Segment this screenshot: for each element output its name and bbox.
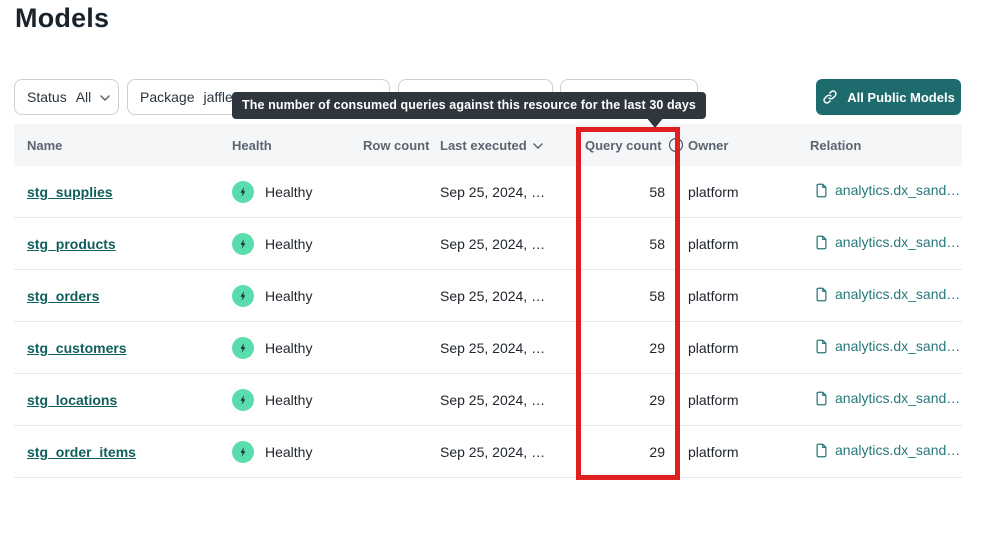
relation-link[interactable]: analytics.dx_sand… [814,286,960,302]
model-link[interactable]: stg_supplies [27,183,113,200]
column-header-row-count: Row count [363,137,430,153]
healthy-bolt-icon [232,232,254,255]
owner-value: platform [688,183,739,200]
column-header-last-executed[interactable]: Last executed [440,138,585,153]
table-row: stg_products Healthy Sep 25, 2024, … 58 … [14,218,962,270]
model-link[interactable]: stg_order_items [27,443,136,460]
status-filter-dropdown[interactable]: Status All [14,79,119,115]
query-count-value: 29 [649,339,665,356]
tooltip-arrow [646,117,664,128]
table-row: stg_customers Healthy Sep 25, 2024, … 29… [14,322,962,374]
table-row: stg_supplies Healthy Sep 25, 2024, … 58 … [14,166,962,218]
model-link[interactable]: stg_locations [27,391,118,408]
file-icon [814,235,829,250]
model-link[interactable]: stg_customers [27,339,127,356]
package-filter-label: Package [140,89,195,105]
health-status-label: Healthy [265,235,313,252]
table-row: stg_locations Healthy Sep 25, 2024, … 29… [14,374,962,426]
health-status-label: Healthy [265,287,313,304]
all-public-models-button[interactable]: All Public Models [816,79,961,115]
last-executed-value: Sep 25, 2024, … [440,287,546,304]
owner-value: platform [688,287,739,304]
file-icon [814,443,829,458]
relation-link[interactable]: analytics.dx_sand… [814,390,960,406]
models-table: Name Health Row count Last executed Quer… [14,124,962,478]
status-filter-label: Status [27,89,67,105]
last-executed-value: Sep 25, 2024, … [440,391,546,408]
last-executed-value: Sep 25, 2024, … [440,339,546,356]
chevron-down-icon [100,95,111,101]
page-title: Models [15,3,110,33]
info-icon[interactable] [668,137,684,153]
health-status-label: Healthy [265,183,313,200]
owner-value: platform [688,339,739,356]
file-icon [814,339,829,354]
file-icon [814,287,829,302]
query-count-value: 58 [649,287,665,304]
model-link[interactable]: stg_orders [27,287,100,304]
file-icon [814,391,829,406]
query-count-value: 29 [649,443,665,460]
query-count-value: 58 [649,183,665,200]
healthy-bolt-icon [232,388,254,411]
column-header-health: Health [232,137,272,153]
relation-link[interactable]: analytics.dx_sand… [814,182,960,198]
relation-link[interactable]: analytics.dx_sand… [814,442,960,458]
last-executed-value: Sep 25, 2024, … [440,183,546,200]
health-status-label: Healthy [265,339,313,356]
column-header-query-count: Query count [585,137,688,153]
healthy-bolt-icon [232,440,254,463]
healthy-bolt-icon [232,284,254,307]
column-header-relation: Relation [810,137,862,153]
owner-value: platform [688,443,739,460]
package-filter-value: jaffle_ [203,89,241,105]
table-row: stg_orders Healthy Sep 25, 2024, … 58 pl… [14,270,962,322]
query-count-value: 29 [649,391,665,408]
column-header-owner: Owner [688,137,729,153]
table-header-row: Name Health Row count Last executed Quer… [14,124,962,166]
healthy-bolt-icon [232,180,254,203]
last-executed-value: Sep 25, 2024, … [440,235,546,252]
relation-link[interactable]: analytics.dx_sand… [814,338,960,354]
health-status-label: Healthy [265,443,313,460]
owner-value: platform [688,235,739,252]
sort-chevron-down-icon[interactable] [532,143,543,149]
query-count-value: 58 [649,235,665,252]
table-row: stg_order_items Healthy Sep 25, 2024, … … [14,426,962,478]
file-icon [814,183,829,198]
model-link[interactable]: stg_products [27,235,116,252]
relation-link[interactable]: analytics.dx_sand… [814,234,960,250]
last-executed-value: Sep 25, 2024, … [440,443,546,460]
owner-value: platform [688,391,739,408]
all-public-models-label: All Public Models [847,89,955,105]
query-count-tooltip: The number of consumed queries against t… [232,92,706,119]
link-icon [822,89,838,105]
status-filter-value: All [75,89,92,105]
healthy-bolt-icon [232,336,254,359]
column-header-name: Name [27,137,63,153]
health-status-label: Healthy [265,391,313,408]
